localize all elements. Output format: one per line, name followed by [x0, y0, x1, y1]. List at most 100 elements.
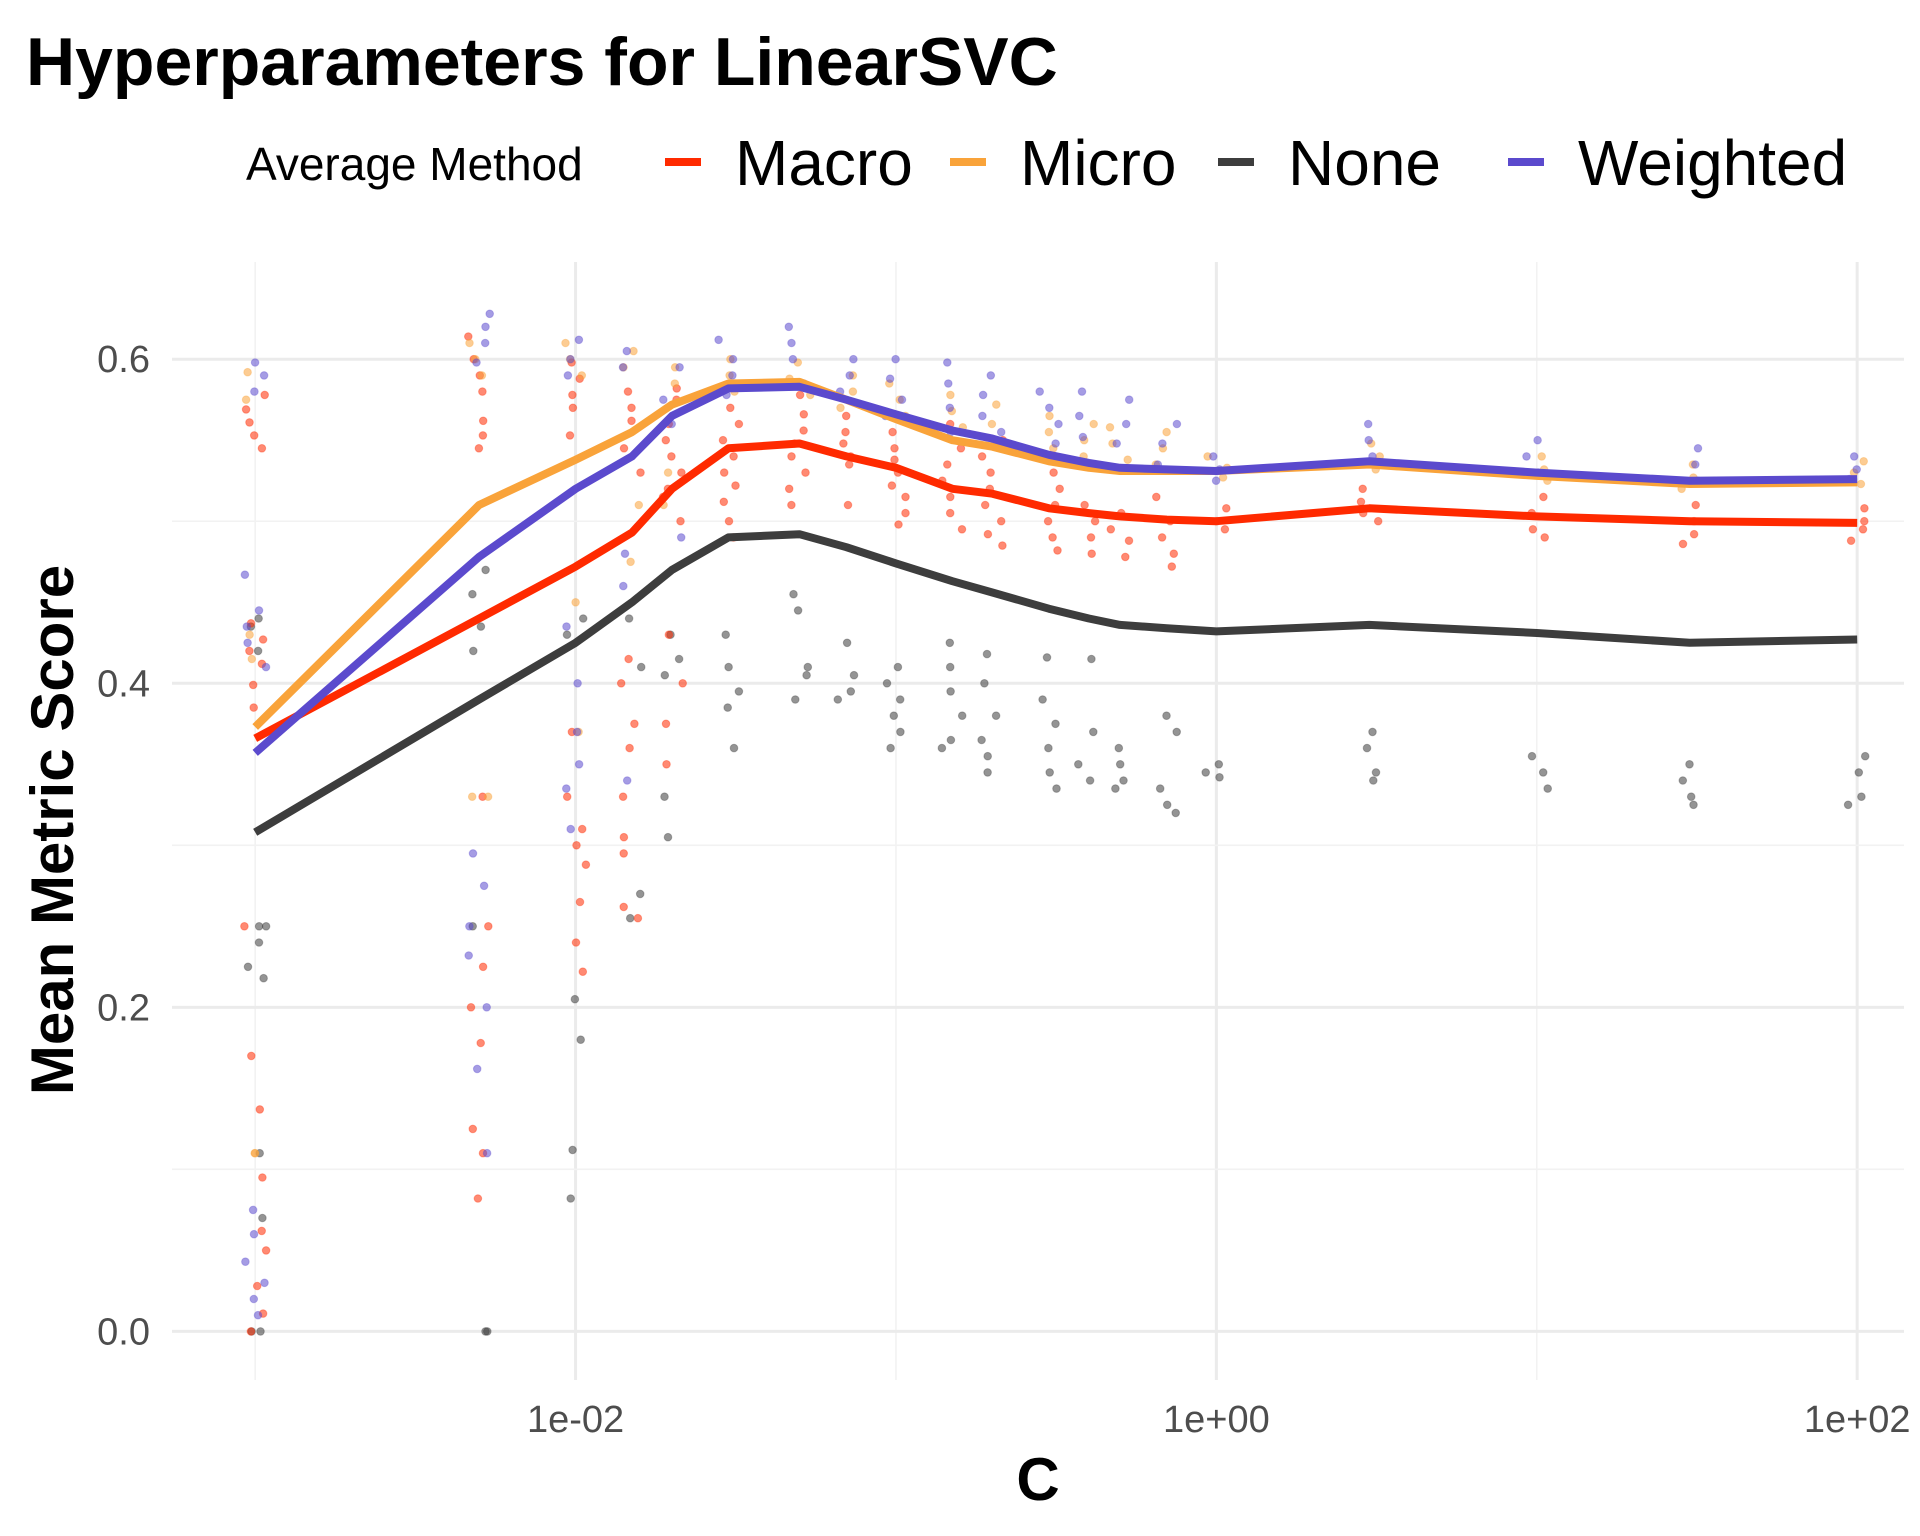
point-none [983, 768, 992, 777]
point-weighted [566, 354, 575, 364]
point-micro [245, 630, 254, 640]
point-none [674, 654, 684, 664]
point-macro [729, 452, 738, 461]
point-weighted [788, 354, 798, 364]
point-micro [561, 338, 570, 348]
point-micro [571, 598, 580, 607]
point-macro [248, 680, 258, 690]
point-weighted [784, 322, 794, 332]
point-macro [252, 1281, 262, 1291]
point-none [578, 614, 588, 623]
point-weighted [1051, 439, 1060, 448]
point-weighted [260, 1278, 269, 1288]
y-tick-label: 0.6 [97, 339, 150, 381]
point-macro [568, 403, 578, 413]
point-weighted [1158, 439, 1167, 448]
point-none [803, 662, 813, 672]
point-macro [1356, 497, 1366, 507]
point-micro [1105, 423, 1115, 432]
point-macro [636, 468, 645, 477]
point-macro [844, 460, 854, 469]
point-macro [257, 444, 267, 453]
point-macro [624, 654, 633, 664]
point-macro [977, 452, 987, 461]
point-weighted [464, 951, 474, 960]
point-macro [1689, 529, 1699, 539]
point-none [1860, 751, 1870, 761]
point-macro [1860, 504, 1869, 513]
point-none [957, 711, 967, 721]
point-macro [1087, 549, 1096, 559]
point-macro [799, 410, 809, 419]
point-none [243, 962, 253, 972]
legend-label-macro: Macro [735, 127, 913, 199]
x-tick-label: 1e-02 [527, 1399, 624, 1441]
legend-item-weighted: Weighted [1508, 127, 1847, 199]
point-none [660, 792, 669, 802]
point-micro [946, 390, 955, 400]
point-micro [465, 338, 474, 348]
point-macro [888, 427, 897, 437]
point-none [1111, 784, 1120, 793]
point-none [982, 649, 992, 659]
point-macro [478, 962, 488, 972]
point-macro [1106, 525, 1116, 534]
point-weighted [1363, 419, 1373, 429]
point-macro [476, 1038, 486, 1048]
point-macro [731, 481, 740, 490]
point-none [1171, 808, 1180, 818]
point-micro [241, 395, 251, 405]
point-macro [784, 484, 794, 494]
point-none [946, 687, 955, 696]
point-weighted [485, 309, 495, 319]
point-weighted [619, 581, 628, 591]
point-micro [1859, 457, 1868, 466]
point-macro [473, 1194, 483, 1203]
point-weighted [714, 335, 723, 345]
legend-item-none: None [1218, 127, 1441, 199]
point-weighted [482, 1003, 492, 1012]
point-macro [1053, 546, 1062, 555]
legend-items: Macro Micro None Weighted [665, 127, 1847, 199]
point-none [1686, 792, 1696, 802]
point-weighted [676, 533, 686, 542]
point-macro [478, 431, 488, 440]
point-weighted [1852, 465, 1861, 474]
point-macro [1167, 562, 1177, 571]
point-weighted [1078, 432, 1088, 442]
point-macro [943, 460, 952, 469]
point-none [1044, 743, 1053, 753]
point-micro [467, 792, 477, 802]
point-weighted [944, 379, 953, 388]
point-none [896, 727, 905, 737]
point-macro [957, 525, 967, 534]
point-weighted [1693, 444, 1703, 453]
point-weighted [574, 760, 584, 769]
point-none [893, 662, 903, 672]
point-weighted [480, 338, 490, 348]
point-none [721, 630, 731, 640]
legend-item-macro: Macro [665, 127, 913, 199]
point-weighted [945, 403, 955, 413]
point-macro [619, 832, 629, 842]
point-micro [992, 400, 1001, 409]
point-weighted [728, 371, 737, 380]
point-none [842, 638, 852, 648]
point-weighted [728, 354, 738, 364]
point-macro [843, 500, 853, 510]
point-macro [258, 635, 268, 644]
point-none [1543, 784, 1552, 793]
point-none [625, 913, 635, 923]
point-macro [664, 630, 674, 640]
point-macro [1846, 536, 1856, 546]
point-none [254, 922, 264, 931]
series-lines [252, 377, 1858, 836]
point-none [1843, 800, 1853, 810]
point-macro [887, 481, 897, 490]
point-macro [249, 703, 258, 712]
point-none [734, 687, 744, 696]
point-none [1371, 768, 1381, 777]
point-none [1119, 776, 1128, 785]
point-macro [630, 719, 639, 729]
